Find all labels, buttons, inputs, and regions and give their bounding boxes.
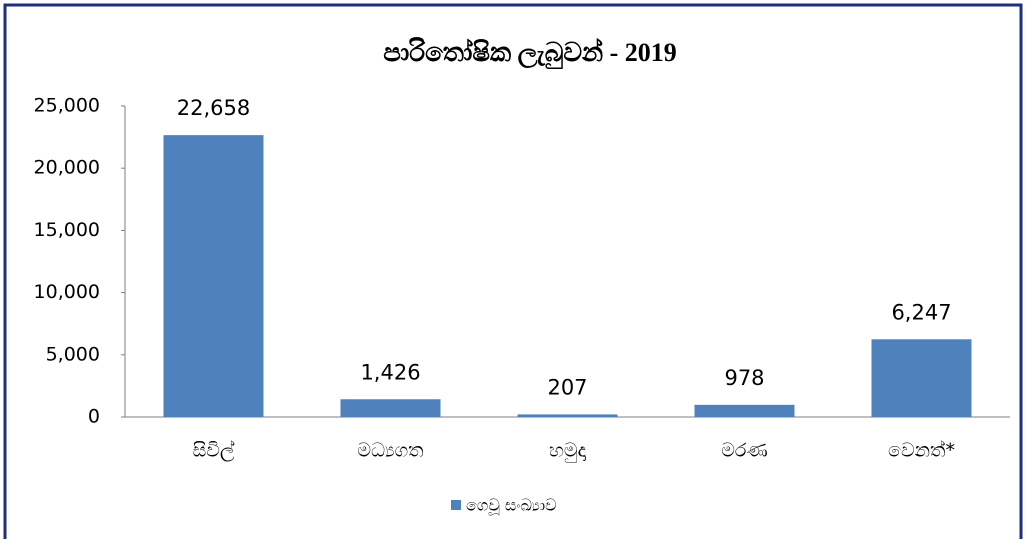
x-tick-label: හමුදා: [549, 440, 587, 463]
value-label: 978: [724, 366, 764, 390]
y-tick-label: 20,000: [34, 157, 100, 179]
x-tick-label: මරණ: [721, 440, 767, 462]
y-tick-label: 5,000: [46, 343, 100, 365]
bar: [871, 339, 972, 417]
legend-swatch: [451, 500, 461, 510]
y-tick-label: 15,000: [34, 219, 100, 241]
bar: [694, 404, 795, 417]
value-label: 6,247: [891, 300, 951, 324]
x-tick-label: සිවිල්: [193, 439, 235, 461]
chart-frame: [3, 3, 1023, 539]
y-tick-label: 0: [88, 406, 100, 428]
value-label: 207: [547, 375, 587, 399]
bar: [163, 135, 264, 418]
chart-title: පාරිතෝෂික ලැබුවන් - 2019: [383, 37, 677, 70]
bar: [340, 399, 441, 417]
x-tick-label: මධ්‍යගත: [357, 440, 423, 462]
bar: [517, 414, 618, 417]
y-tick-label: 10,000: [34, 281, 100, 303]
x-tick-label: වෙනත්*: [888, 439, 955, 461]
legend-label: ගෙවූ සංඛ්‍යාව: [466, 496, 557, 516]
value-label: 22,658: [177, 96, 250, 120]
y-tick-label: 25,000: [34, 95, 100, 117]
value-label: 1,426: [360, 360, 420, 384]
